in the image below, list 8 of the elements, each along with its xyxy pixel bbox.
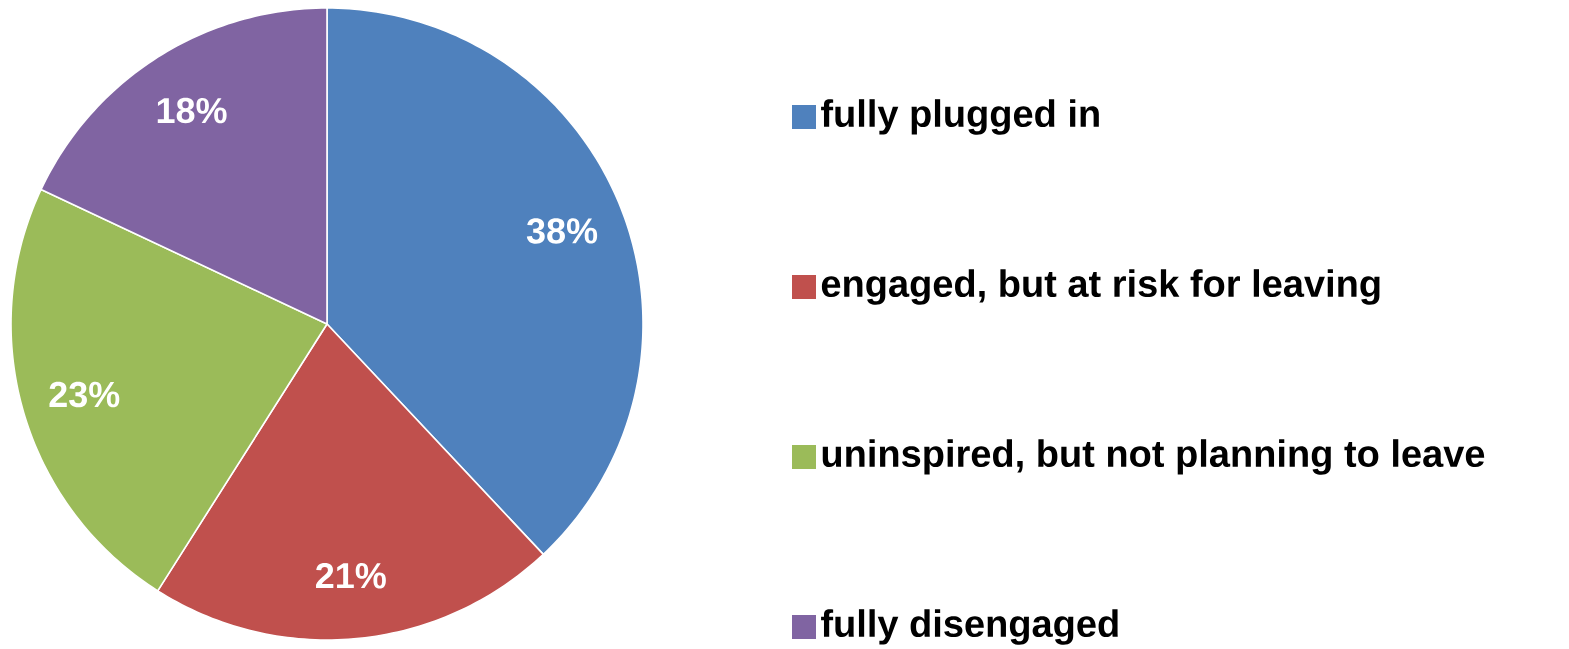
data-label: 23% xyxy=(49,381,120,408)
data-label: 21% xyxy=(316,562,386,589)
data-label: 38% xyxy=(526,218,598,244)
legend-label: fully disengaged xyxy=(821,609,1118,645)
legend-label: fully plugged in xyxy=(821,99,1099,135)
legend-label: engaged, but at risk for leaving xyxy=(821,269,1380,305)
data-label: 18% xyxy=(157,97,227,124)
legend-label: uninspired, but not planning to leave xyxy=(822,439,1485,475)
